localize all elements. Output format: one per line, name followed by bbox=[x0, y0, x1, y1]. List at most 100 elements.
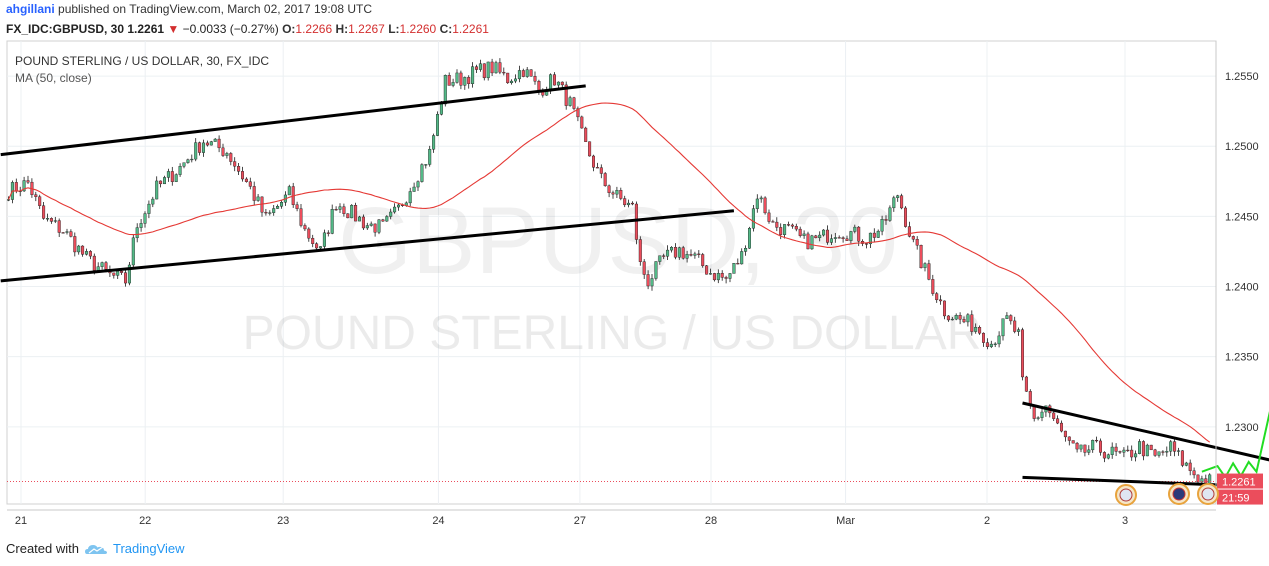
candle-body bbox=[1114, 446, 1118, 452]
candle-body bbox=[697, 253, 701, 255]
candle-body bbox=[907, 226, 911, 237]
candle-body bbox=[631, 202, 635, 205]
candle-body bbox=[397, 204, 401, 208]
candle-body bbox=[393, 206, 397, 213]
candle-body bbox=[373, 223, 377, 233]
candle-body bbox=[467, 77, 471, 84]
time-tick-label: 2 bbox=[984, 515, 990, 527]
candle-body bbox=[385, 216, 389, 222]
candle-body bbox=[1059, 422, 1063, 432]
candle-body bbox=[982, 332, 986, 343]
candle-body bbox=[34, 194, 38, 197]
candle-body bbox=[751, 208, 755, 229]
candle-body bbox=[892, 197, 896, 209]
candle-body bbox=[607, 185, 611, 193]
candle-body bbox=[888, 207, 892, 221]
candle-body bbox=[954, 315, 958, 320]
candle-body bbox=[1009, 315, 1013, 322]
candle-body bbox=[1122, 449, 1126, 453]
candle-body bbox=[459, 72, 463, 86]
price-axis[interactable]: 1.2550 1.2500 1.2450 1.2400 1.2350 1.2300 bbox=[1225, 71, 1259, 434]
trendline bbox=[0, 84, 586, 157]
candle-body bbox=[510, 80, 514, 84]
candle-body bbox=[139, 223, 143, 228]
candle-body bbox=[1188, 462, 1192, 471]
tradingview-link[interactable]: TradingView bbox=[112, 541, 185, 556]
candle-body bbox=[322, 232, 326, 247]
candle-body bbox=[946, 315, 950, 321]
trendlines[interactable] bbox=[0, 84, 1269, 488]
candle-body bbox=[213, 138, 217, 142]
price-tick-label: 1.2500 bbox=[1225, 141, 1259, 153]
candle-body bbox=[529, 69, 533, 77]
candle-body bbox=[787, 224, 791, 226]
tradingview-brand[interactable]: TradingView bbox=[84, 541, 185, 556]
candle-body bbox=[619, 190, 623, 199]
candle-body bbox=[876, 230, 880, 238]
candle-body bbox=[627, 202, 631, 206]
candle-body bbox=[564, 84, 568, 106]
author-name[interactable]: ahgillani bbox=[6, 2, 55, 16]
candle-body bbox=[205, 142, 209, 146]
candle-body bbox=[755, 198, 759, 209]
candle-body bbox=[1056, 418, 1060, 424]
candle-body bbox=[1001, 318, 1005, 337]
event-markers[interactable] bbox=[1115, 483, 1219, 506]
candle-body bbox=[685, 254, 689, 259]
candle-body bbox=[112, 272, 116, 276]
candle-body bbox=[716, 273, 720, 281]
candle-body bbox=[166, 171, 170, 178]
candle-body bbox=[369, 223, 373, 226]
candle-body bbox=[81, 245, 85, 255]
candle-body bbox=[389, 211, 393, 217]
candle-body bbox=[178, 166, 182, 175]
candle-body bbox=[502, 71, 506, 74]
projection-arrow[interactable] bbox=[1201, 280, 1269, 480]
candle-body bbox=[911, 236, 915, 240]
time-tick-label: 22 bbox=[139, 515, 151, 527]
candle-body bbox=[553, 74, 557, 86]
candle-body bbox=[993, 343, 997, 345]
candle-body bbox=[209, 141, 213, 146]
candle-body bbox=[1021, 329, 1025, 378]
candle-body bbox=[978, 327, 982, 334]
candle-body bbox=[1040, 411, 1044, 418]
candle-body bbox=[865, 243, 869, 245]
time-axis[interactable]: 21 22 23 24 27 28 Mar 2 3 bbox=[15, 515, 1128, 527]
open-label: O: bbox=[282, 22, 296, 36]
candle-body bbox=[46, 218, 50, 220]
price-tick-label: 1.2550 bbox=[1225, 71, 1259, 83]
candle-body bbox=[775, 221, 779, 228]
candle-body bbox=[615, 190, 619, 195]
candle-body bbox=[22, 180, 26, 192]
candle-body bbox=[950, 318, 954, 321]
candle-body bbox=[884, 219, 888, 221]
candle-body bbox=[225, 153, 229, 156]
grid-lines bbox=[7, 41, 1216, 504]
candle-body bbox=[174, 174, 178, 182]
price-tick-label: 1.2400 bbox=[1225, 282, 1259, 294]
candle-body bbox=[611, 192, 615, 195]
candle-body bbox=[841, 237, 845, 240]
candle-body bbox=[96, 266, 100, 271]
candle-body bbox=[127, 264, 131, 284]
candle-body bbox=[826, 229, 830, 243]
candle-body bbox=[486, 61, 490, 79]
candle-body bbox=[143, 213, 147, 224]
candle-body bbox=[6, 199, 10, 201]
candle-body bbox=[1024, 376, 1028, 392]
candle-body bbox=[1184, 462, 1188, 466]
candle-body bbox=[935, 293, 939, 301]
last-price: 1.2261 bbox=[127, 22, 165, 36]
candle-body bbox=[794, 226, 798, 230]
candle-body bbox=[268, 212, 272, 214]
high-label: H: bbox=[335, 22, 349, 36]
candle-body bbox=[1110, 446, 1114, 455]
candle-body bbox=[900, 195, 904, 209]
candle-body bbox=[475, 66, 479, 70]
candle-body bbox=[455, 72, 459, 83]
candle-body bbox=[919, 245, 923, 269]
price-tags: 1.2261 21:59 bbox=[1217, 473, 1263, 505]
candle-body bbox=[350, 205, 354, 219]
